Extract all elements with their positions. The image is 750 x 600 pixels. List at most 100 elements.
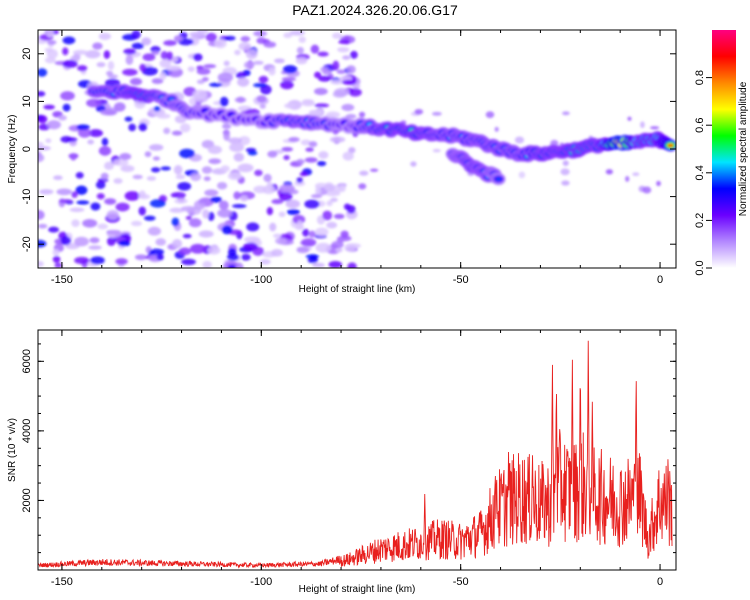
spectrogram-noise-blob [201,166,213,174]
spectrogram-noise-blob [247,150,258,156]
spectrogram-noise-blob [259,103,266,109]
spectrogram-noise-blob [196,68,211,75]
spectrogram-noise-blob [224,35,236,41]
spectrogram-noise-blob [77,65,88,72]
snr-y-tick-label: 4000 [21,419,33,443]
spectrogram-noise-blob [106,70,114,76]
spectrogram-noise-blob [149,199,166,208]
spectrogram-noise-blob [414,108,424,115]
spectrogram-noise-blob [271,199,284,205]
spectrogram-noise-blob [253,83,267,88]
spectrogram-noise-blob [62,36,76,45]
spectrogram-noise-blob [323,184,335,192]
spectrogram-noise-blob [336,236,345,244]
spectrogram-x-label: Height of straight line (km) [299,284,416,295]
spectrogram-noise-blob [181,258,196,266]
spectrogram-noise-blob [605,169,613,175]
spectrogram-noise-blob [60,91,75,101]
spectrogram-noise-blob [113,102,126,112]
spectrogram-noise-blob [88,129,104,137]
spectrogram-noise-blob [86,98,102,108]
spectrogram-noise-blob [98,32,112,41]
spectrogram-noise-blob [141,37,152,46]
spectrogram-noise-blob [219,96,229,107]
spectrogram-noise-blob [189,243,206,254]
spectrogram-noise-blob [173,35,183,42]
spectrogram-noise-blob [285,199,301,209]
spectrogram-noise-blob [124,116,133,122]
spectrogram-noise-blob [112,159,129,167]
spectrogram-noise-blob [315,227,329,237]
spectrogram-noise-blob [103,50,111,59]
spectrogram-noise-blob [139,63,147,72]
spectrogram-noise-blob [179,148,195,159]
spectrogram-noise-blob [56,188,72,196]
colorbar-tick-label: 0.8 [694,70,706,85]
spectrogram-noise-blob [178,247,192,256]
spectrogram-noise-blob [410,161,417,167]
spectrogram-noise-blob [113,178,123,184]
spectrogram-noise-blob [325,111,341,119]
spectrogram-noise-blob [44,56,56,64]
spectrogram-noise-blob [151,51,160,56]
spectrogram-noise-blob [328,260,343,268]
spectrogram-noise-blob [217,208,233,218]
spectrogram-noise-blob [308,141,318,148]
spectrogram-noise-blob [160,166,171,171]
spectrogram-noise-blob [312,262,325,268]
spectrogram-noise-blob [149,144,164,151]
spectrogram-noise-blob [326,200,333,207]
spectrogram-noise-blob [75,171,84,179]
spectrogram-noise-blob [295,57,308,65]
spectrogram-noise-blob [138,190,146,199]
colorbar-gradient [712,30,736,268]
spectrogram-noise-blob [338,184,346,193]
spectrogram-noise-blob [238,42,252,51]
spectrogram-noise-blob [263,173,272,183]
spectrogram-noise-blob [171,217,180,227]
spectrogram-noise-blob [53,175,63,181]
snr-x-tick-label: -150 [51,576,73,588]
spectrogram-noise-blob [294,180,306,187]
spectrogram-noise-blob [314,87,328,96]
spectrogram-noise-blob [66,137,78,142]
spectrogram-noise-blob [62,103,71,112]
spectrogram-noise-blob [177,182,192,191]
spectrogram-noise-blob [222,123,232,130]
spectrogram-noise-blob [240,35,251,42]
spectrogram-noise-blob [625,176,630,182]
spectrogram-noise-blob [58,115,67,121]
spectrogram-noise-blob [115,258,128,265]
spectrogram-noise-blob [300,139,312,146]
spectrogram-noise-blob [275,237,288,245]
spectrogram-noise-blob [196,79,205,85]
spectrogram-noise-blob [175,174,186,180]
spectrogram-noise-blob [263,41,277,48]
spectrogram-noise-blob [330,197,338,203]
spectrogram-noise-blob [238,135,251,146]
spectrogram-noise-blob [115,202,130,212]
spectrogram-noise-blob [562,111,570,116]
spectrogram-noise-blob [156,253,164,261]
spectrogram-noise-blob [305,147,314,152]
spectrogram-noise-blob [38,91,46,97]
spectrogram-noise-blob [38,141,44,147]
spectrogram-noise-blob [330,79,344,85]
spectrogram-noise-blob [106,229,122,239]
spectrogram-noise-blob [160,50,168,60]
spectrogram-noise-blob [272,233,282,238]
spectrogram-noise-blob [315,242,332,253]
spectrogram-y-tick-label: 0 [21,146,33,152]
spectrogram-noise-blob [129,77,143,86]
spectrogram-noise-blob [90,202,101,211]
spectrogram-noise-blob [52,249,60,256]
spectrogram-noise-blob [298,36,306,43]
spectrogram-noise-blob [39,189,54,195]
spectrogram-noise-blob [656,180,661,187]
spectrogram-noise-blob [104,198,117,205]
spectrogram-noise-blob [296,158,305,165]
spectrogram-noise-blob [322,69,333,75]
spectrogram-noise-blob [340,230,349,238]
spectrogram-noise-blob [71,219,80,227]
spectrogram-noise-blob [342,151,354,161]
